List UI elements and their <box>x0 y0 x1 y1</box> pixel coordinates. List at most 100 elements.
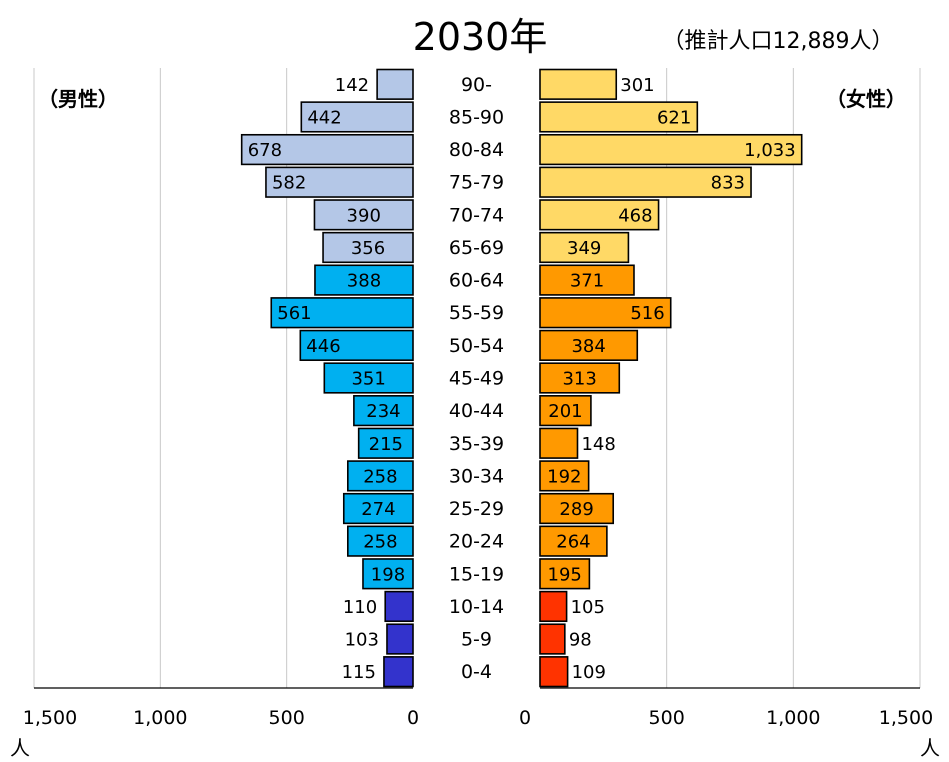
age-group-label: 55-59 <box>449 302 504 324</box>
female-bar <box>539 199 660 231</box>
female-value-label: 384 <box>571 336 605 357</box>
age-group-label: 85-90 <box>449 106 504 128</box>
female-value-label: 349 <box>567 238 601 259</box>
male-value-label: 678 <box>248 140 282 161</box>
age-group-label: 30-34 <box>449 465 504 487</box>
male-bar <box>383 656 414 688</box>
male-label: （男性） <box>38 87 118 111</box>
age-group-label: 20-24 <box>449 531 504 553</box>
male-value-label: 258 <box>363 532 397 553</box>
male-bar <box>314 264 414 296</box>
male-bar <box>357 427 414 459</box>
age-group-label: 80-84 <box>449 139 504 161</box>
female-bar <box>539 492 615 525</box>
male-tick-label: 500 <box>269 707 305 729</box>
female-bar <box>539 68 618 100</box>
female-value-label: 195 <box>548 564 582 585</box>
female-value-label: 105 <box>571 597 605 618</box>
female-value-label: 264 <box>556 532 590 553</box>
female-tick-label: 500 <box>649 707 685 729</box>
age-group-label: 40-44 <box>449 400 504 422</box>
age-group-label: 90- <box>461 74 492 96</box>
female-bar <box>539 264 635 296</box>
female-bar <box>539 590 568 623</box>
female-value-label: 192 <box>547 466 581 487</box>
female-bar <box>539 558 591 590</box>
male-value-label: 115 <box>342 662 376 683</box>
female-value-label: 833 <box>711 173 745 194</box>
chart-title: 2030年 <box>413 15 548 59</box>
tick-labels: 1,500 1,500 1,000 1,000 500 500 0 0 <box>23 707 933 729</box>
male-bar <box>313 199 414 231</box>
male-bar <box>240 133 414 166</box>
male-value-label: 234 <box>366 401 400 422</box>
male-value-label: 142 <box>335 75 369 96</box>
female-value-label: 371 <box>570 271 604 292</box>
male-value-label: 442 <box>307 107 341 128</box>
age-group-label: 5-9 <box>461 629 492 651</box>
male-bar <box>322 231 414 264</box>
male-bar <box>270 297 414 329</box>
female-tick-label: 0 <box>519 707 531 729</box>
age-group-label: 65-69 <box>449 237 504 259</box>
male-bar <box>342 492 414 525</box>
male-bar <box>362 558 414 590</box>
value-labels: 142 301 442 621 678 1,033 582 833 390 468 356 349 38… <box>248 75 796 683</box>
male-tick-label: 1,500 <box>23 707 77 729</box>
male-value-label: 446 <box>306 336 340 357</box>
female-bar <box>539 329 639 361</box>
female-value-label: 301 <box>620 75 654 96</box>
female-bar <box>539 427 579 459</box>
male-bar <box>347 525 414 557</box>
male-value-label: 258 <box>363 466 397 487</box>
male-bar <box>265 166 414 198</box>
male-tick-label: 0 <box>407 707 419 729</box>
age-group-label: 0-4 <box>461 661 492 683</box>
female-tick-label: 1,000 <box>766 707 820 729</box>
age-group-label: 15-19 <box>449 563 504 585</box>
female-value-label: 148 <box>581 434 615 455</box>
age-group-label: 10-14 <box>449 596 504 618</box>
male-value-label: 103 <box>345 630 379 651</box>
chart-subtitle: （推計人口12,889人） <box>663 29 894 54</box>
female-bar <box>539 101 699 133</box>
male-value-label: 215 <box>369 434 403 455</box>
male-bar <box>300 101 414 133</box>
male-bar <box>386 623 414 655</box>
male-value-label: 351 <box>351 369 385 390</box>
female-value-label: 109 <box>572 662 606 683</box>
male-value-label: 388 <box>347 271 381 292</box>
female-bar <box>539 166 752 198</box>
female-value-label: 1,033 <box>744 140 796 161</box>
male-bar <box>384 590 414 623</box>
male-value-label: 390 <box>347 205 381 226</box>
female-bar <box>539 133 803 166</box>
female-bar <box>539 362 621 394</box>
female-label: （女性） <box>826 87 906 111</box>
female-bar <box>539 525 608 557</box>
age-group-label: 25-29 <box>449 498 504 520</box>
female-bar <box>539 656 569 688</box>
age-group-label: 75-79 <box>449 172 504 194</box>
unit-label-right: 人 <box>920 736 940 760</box>
male-value-label: 198 <box>371 564 405 585</box>
male-value-label: 356 <box>351 238 385 259</box>
age-labels: 90- 85-90 80-84 75-79 70-74 65-69 60-64 55-59 50… <box>449 74 504 683</box>
unit-label-left: 人 <box>10 736 30 760</box>
male-value-label: 561 <box>277 303 311 324</box>
female-tick-label: 1,500 <box>879 707 933 729</box>
age-group-label: 60-64 <box>449 270 504 292</box>
female-bar <box>539 460 590 492</box>
female-bar <box>539 623 566 655</box>
female-value-label: 621 <box>657 107 691 128</box>
male-value-label: 582 <box>272 173 306 194</box>
male-tick-label: 1,000 <box>133 707 187 729</box>
female-value-label: 516 <box>630 303 664 324</box>
female-value-label: 289 <box>559 499 593 520</box>
male-bar <box>376 68 414 100</box>
female-value-label: 98 <box>569 630 592 651</box>
female-value-label: 468 <box>618 205 652 226</box>
male-bar <box>299 329 414 361</box>
male-value-label: 274 <box>361 499 395 520</box>
